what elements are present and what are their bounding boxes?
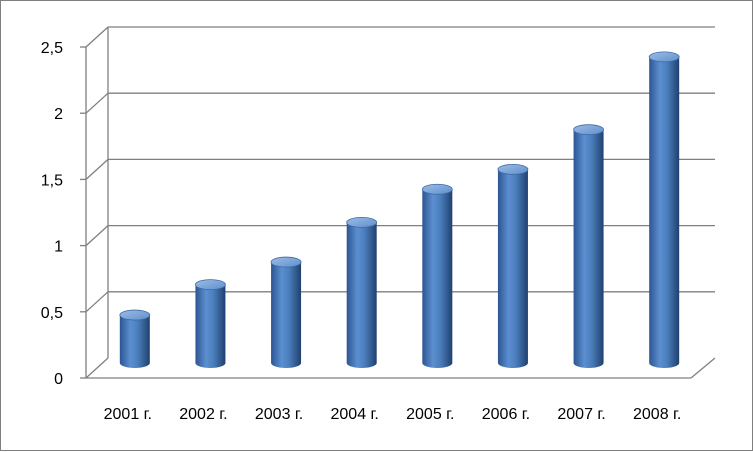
bar-top [119, 309, 151, 321]
x-tick-label: 2001 г. [104, 406, 152, 423]
bar [119, 315, 150, 368]
x-tick-label: 2007 г. [557, 406, 605, 423]
axes [80, 27, 716, 379]
bar-top [195, 279, 226, 290]
bar-top [648, 51, 680, 63]
bar-top [346, 216, 378, 228]
y-tick-label: 1,5 [41, 172, 63, 189]
y-tick-label: 2,5 [41, 40, 63, 57]
x-tick-label: 2005 г. [406, 406, 454, 423]
bar-top [497, 163, 529, 175]
x-tick-label: 2004 г. [331, 406, 379, 423]
bar [649, 56, 680, 369]
side-wall-line [85, 291, 109, 313]
bar [195, 284, 226, 368]
bar [422, 189, 453, 368]
floor-edge [690, 357, 716, 379]
bars [119, 51, 680, 369]
x-tick-label: 2003 г. [255, 406, 303, 423]
y-tick-label: 1 [54, 239, 63, 256]
gridlines [85, 26, 715, 379]
side-wall-line [85, 357, 109, 379]
y-tick-label: 2 [54, 106, 63, 123]
side-wall-line [85, 158, 109, 180]
side-wall-line [85, 26, 109, 48]
side-wall-line [85, 92, 109, 114]
y-tick-label: 0 [54, 371, 63, 388]
bar [497, 169, 528, 368]
bar-top [573, 124, 604, 136]
bar [346, 222, 377, 368]
x-tick-label: 2002 г. [179, 406, 227, 423]
side-wall-line [85, 225, 109, 247]
bar [271, 262, 302, 368]
tick-labels: 0 0,5 1 1,5 2 2,5 2001 г. 2002 г. 2003 г. 2004 г.… [41, 40, 682, 423]
bar [573, 129, 604, 368]
bar-top [421, 183, 453, 195]
x-tick-label: 2006 г. [482, 406, 530, 423]
y-tick-label: 0,5 [41, 305, 63, 322]
x-tick-label: 2008 г. [633, 406, 681, 423]
bar-top [270, 256, 302, 268]
